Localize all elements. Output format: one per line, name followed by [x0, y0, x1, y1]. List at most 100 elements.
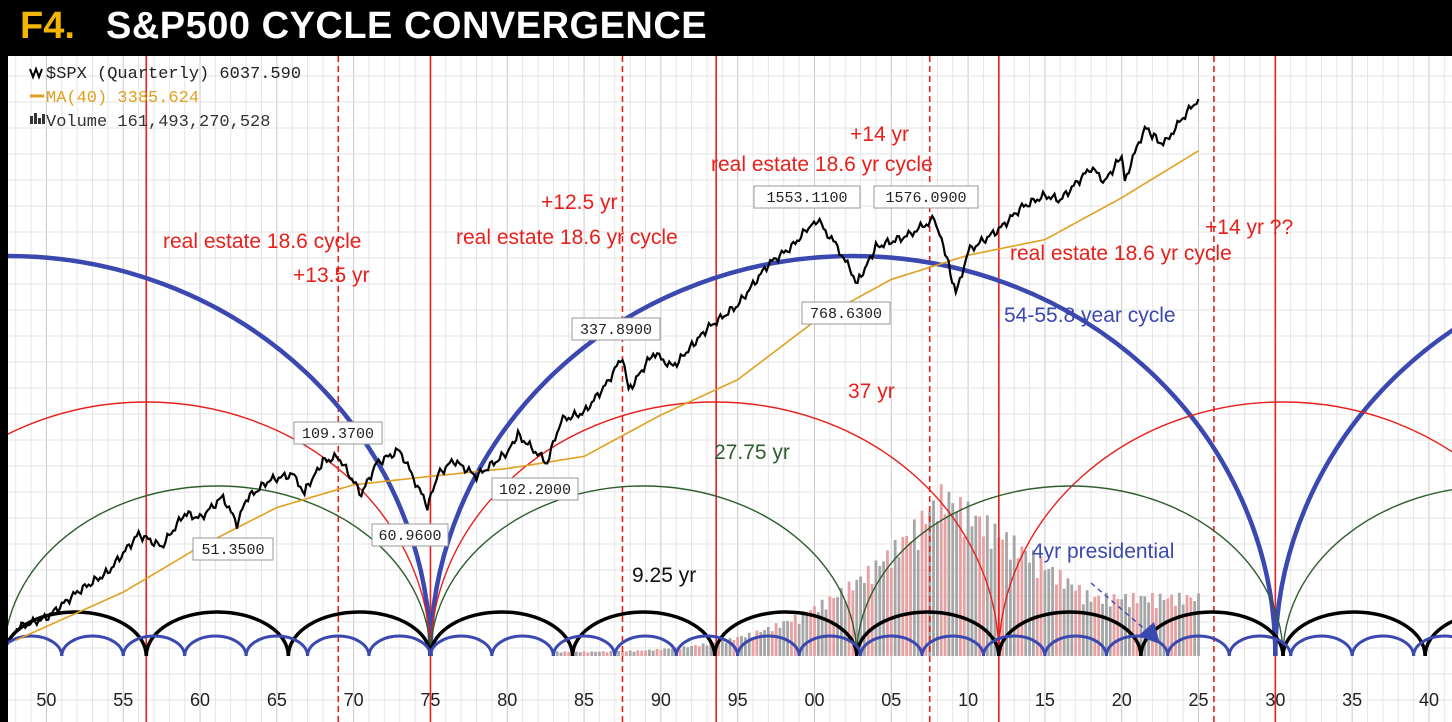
volume-bar: [1066, 578, 1070, 656]
volume-bar: [717, 642, 720, 656]
volume-bar: [705, 645, 709, 656]
volume-bar: [605, 652, 609, 656]
cycle-arc: [736, 634, 801, 657]
volume-bar: [590, 651, 594, 656]
volume-bar: [1001, 539, 1005, 656]
annotation-label: real estate 18.6 yr cycle: [1010, 242, 1232, 265]
volume-bar: [655, 648, 659, 656]
annotation-label: real estate 18.6 yr cycle: [456, 226, 678, 249]
volume-bar: [959, 497, 962, 656]
volume-legend-icon: [30, 113, 45, 124]
x-axis-ticks: 50 55 60 65 70 75 80 85 90 95 00 05 10 15 20 25 30 35 40: [36, 690, 1439, 710]
volume-bar: [694, 645, 697, 656]
volume-bar: [1089, 601, 1093, 656]
volume-bar: [1031, 550, 1035, 656]
cycle-arc: [797, 634, 863, 657]
cycle-arc: [1412, 634, 1452, 657]
volume-bar: [832, 597, 836, 656]
volume-bar: [932, 500, 935, 656]
presidential-arrow-line: [1090, 582, 1149, 633]
volume-bar: [578, 652, 582, 656]
volume-bar: [601, 651, 605, 656]
volume-bar: [682, 646, 686, 656]
volume-bar: [1124, 593, 1127, 656]
volume-bar: [1055, 584, 1058, 656]
price-label-box: [491, 477, 579, 501]
price-label: 109.3700: [302, 426, 374, 443]
price-label: 768.6300: [810, 306, 882, 323]
volume-bar: [924, 523, 928, 656]
x-tick-label: 40: [1419, 690, 1439, 710]
volume-bar: [939, 484, 943, 656]
x-tick-label: 55: [113, 690, 133, 710]
volume-bar: [790, 621, 793, 656]
price-label: 51.3500: [201, 542, 264, 559]
cycle-arc: [8, 485, 432, 657]
cycle-arc: [998, 401, 1452, 657]
volume-bar: [966, 501, 970, 656]
cycle-arc: [490, 634, 555, 657]
cycle-arc: [183, 634, 248, 657]
volume-bar: [897, 557, 901, 656]
cycle-arc: [920, 634, 985, 657]
cycle-arc: [286, 610, 433, 657]
volume-bar: [928, 511, 932, 656]
volume-bar: [1131, 592, 1135, 656]
x-tick-label: 15: [1035, 690, 1055, 710]
volume-bar: [1085, 590, 1089, 656]
volume-bar: [886, 550, 889, 656]
volume-bar: [1097, 595, 1101, 656]
price-labels: 109.3700 51.3500 60.9600 102.2000 337.8900 76…: [192, 185, 979, 561]
figure-tag: F4.: [20, 5, 75, 47]
volume-bar: [586, 652, 590, 656]
volume-bar: [751, 637, 755, 656]
volume-bar: [866, 565, 870, 656]
volume-bar: [839, 587, 843, 656]
volume-bar: [916, 549, 920, 656]
volume-bar: [697, 646, 701, 656]
cycle-arc: [997, 610, 1143, 657]
x-tick-label: 05: [881, 690, 901, 710]
x-tick-label: 00: [804, 690, 824, 710]
volume-bar: [820, 599, 824, 656]
cycle-arc: [712, 610, 859, 657]
cycle-arc: [428, 634, 494, 657]
volume-bar: [1166, 598, 1170, 656]
cycle-arc: [570, 610, 717, 657]
volume-bar: [709, 642, 713, 656]
cycle-arc: [306, 634, 371, 657]
volume-bar: [778, 627, 782, 656]
cycle-arc: [674, 634, 740, 657]
volume-bar: [632, 651, 636, 656]
volume-bar: [728, 637, 732, 656]
volume-bar: [1189, 597, 1193, 656]
volume-bar: [828, 596, 832, 656]
cycle-arc: [1281, 610, 1427, 657]
annotation-label: 27.75 yr: [714, 441, 790, 464]
volume-bar: [1174, 605, 1177, 656]
volume-bar: [1012, 535, 1016, 656]
volume-bar: [855, 579, 859, 656]
cycle-arc: [60, 634, 125, 657]
price-label-box: [753, 185, 861, 209]
legend: $SPX (Quarterly) 6037.590 MA(40) 3385.62…: [29, 65, 301, 132]
volume-bar: [1143, 596, 1147, 656]
volume-bar: [1104, 592, 1108, 656]
volume-bar: [609, 651, 613, 656]
price-label: 337.8900: [580, 322, 652, 339]
volume-bar: [805, 614, 809, 656]
volume-bar: [947, 491, 951, 656]
volume-legend-label: Volume 161,493,270,528: [46, 113, 270, 132]
cycle-arc: [121, 634, 187, 657]
volume-bar: [1008, 559, 1012, 656]
price-legend-icon: [29, 66, 43, 80]
volume-bar: [563, 651, 567, 656]
volume-bar: [978, 516, 982, 656]
x-tick-label: 80: [497, 690, 517, 710]
cycle-arc: [244, 634, 310, 657]
volume-bar: [797, 623, 801, 656]
x-tick-label: 20: [1112, 690, 1132, 710]
annotation-label: +14 yr: [850, 123, 909, 146]
volume-bar: [974, 515, 978, 656]
cycle-arc: [613, 634, 678, 657]
